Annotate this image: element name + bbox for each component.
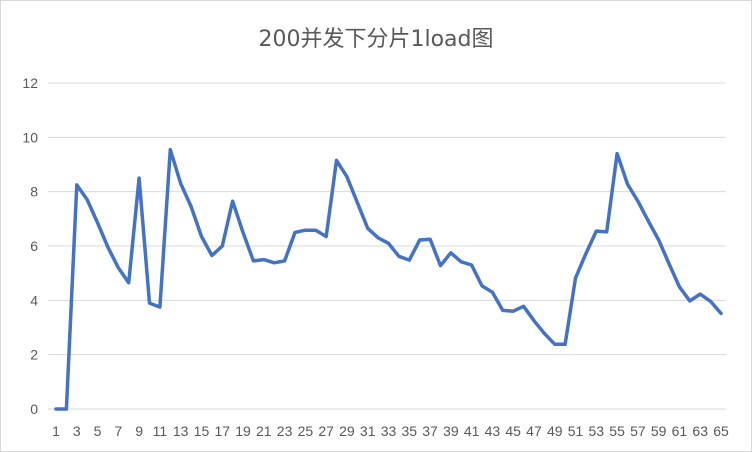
x-tick-label: 11 xyxy=(153,423,168,439)
x-tick-label: 29 xyxy=(339,423,355,439)
x-tick-label: 59 xyxy=(651,423,667,439)
x-tick-label: 35 xyxy=(401,423,417,439)
x-tick-label: 1 xyxy=(52,423,60,439)
x-tick-label: 43 xyxy=(485,423,501,439)
x-tick-label: 31 xyxy=(360,423,376,439)
x-tick-label: 21 xyxy=(256,423,272,439)
y-tick-label: 8 xyxy=(30,184,38,200)
x-tick-label: 25 xyxy=(298,423,314,439)
x-tick-label: 49 xyxy=(547,423,563,439)
x-tick-label: 55 xyxy=(609,423,625,439)
x-tick-label: 53 xyxy=(589,423,605,439)
x-tick-label: 63 xyxy=(692,423,708,439)
y-tick-label: 0 xyxy=(30,401,38,417)
chart-title: 200并发下分片1load图 xyxy=(258,27,494,52)
y-tick-label: 12 xyxy=(22,75,38,91)
x-tick-label: 27 xyxy=(318,423,334,439)
x-tick-label: 61 xyxy=(672,423,688,439)
x-tick-label: 41 xyxy=(464,423,480,439)
x-tick-label: 17 xyxy=(214,423,230,439)
x-tick-label: 47 xyxy=(526,423,542,439)
x-tick-label: 5 xyxy=(94,423,102,439)
y-tick-label: 2 xyxy=(30,347,38,363)
x-tick-label: 9 xyxy=(135,423,143,439)
y-tick-label: 4 xyxy=(30,292,38,308)
x-tick-label: 33 xyxy=(381,423,397,439)
y-tick-label: 6 xyxy=(30,238,38,254)
y-tick-label: 10 xyxy=(22,129,38,145)
series-line-0 xyxy=(54,147,723,411)
x-tick-label: 3 xyxy=(73,423,81,439)
x-tick-label: 15 xyxy=(194,423,210,439)
x-tick-label: 45 xyxy=(505,423,521,439)
x-tick-label: 39 xyxy=(443,423,459,439)
x-tick-label: 57 xyxy=(630,423,646,439)
x-tick-label: 37 xyxy=(422,423,438,439)
x-tick-label: 23 xyxy=(277,423,293,439)
x-tick-label: 51 xyxy=(568,423,584,439)
x-tick-label: 19 xyxy=(235,423,251,439)
x-tick-label: 65 xyxy=(713,423,729,439)
x-tick-label: 13 xyxy=(173,423,189,439)
x-tick-label: 7 xyxy=(114,423,122,439)
